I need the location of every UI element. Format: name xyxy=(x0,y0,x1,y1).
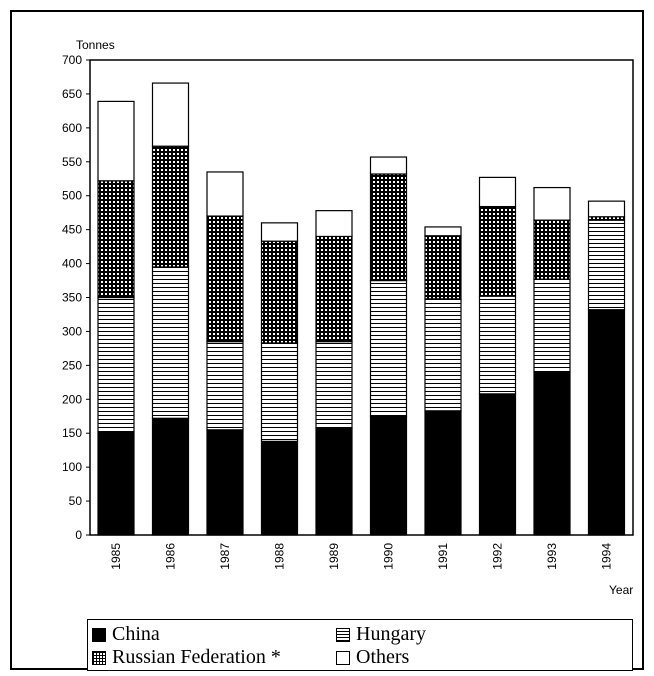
bar-segment-hungary-1989 xyxy=(315,341,353,429)
bar-segment-russian-federation-1990 xyxy=(369,173,408,282)
bar-segment-others-1985 xyxy=(97,100,135,182)
y-axis-unit-label: Tonnes xyxy=(76,38,115,52)
legend-item-russian-federation: Russian Federation * xyxy=(92,646,281,669)
x-tick-label: 1992 xyxy=(491,543,505,570)
bar-segment-hungary-1988 xyxy=(260,342,299,442)
plot-area: 0 50 100 150 200 250 300 350 400 450 500 550 600 650 7… xyxy=(62,53,634,570)
bar-segment-hungary-1987 xyxy=(206,341,244,431)
bar-segment-others-1992 xyxy=(478,176,517,208)
x-tick-label: 1990 xyxy=(382,543,396,570)
x-tick-label: 1993 xyxy=(545,543,559,570)
lined-square-icon xyxy=(336,627,350,642)
y-tick-label: 50 xyxy=(69,494,83,508)
bar-segment-others-1993 xyxy=(533,186,571,221)
legend-item-others: Others xyxy=(336,646,409,669)
bar-segment-hungary-1994 xyxy=(587,219,626,311)
bar-segment-china-1987 xyxy=(206,429,244,536)
bar-segment-russian-federation-1993 xyxy=(533,219,571,280)
bar-segment-russian-federation-1986 xyxy=(151,145,190,268)
bar-segment-russian-federation-1989 xyxy=(315,235,353,343)
bar-segment-others-1988 xyxy=(260,222,299,242)
x-axis-label: Year xyxy=(609,583,633,597)
y-tick-label: 350 xyxy=(62,291,82,305)
bar-segment-russian-federation-1987 xyxy=(206,215,244,343)
legend: China Hungary Russian Federation * Other… xyxy=(87,619,633,671)
bar-segment-hungary-1993 xyxy=(533,278,571,373)
bar-segment-others-1991 xyxy=(424,226,462,237)
y-tick-label: 250 xyxy=(62,358,82,372)
bar-segment-others-1989 xyxy=(315,210,353,238)
legend-label: Hungary xyxy=(356,623,426,645)
y-tick-label: 600 xyxy=(62,121,82,135)
x-tick-label: 1991 xyxy=(436,543,450,570)
x-tick-label: 1986 xyxy=(164,543,178,570)
y-tick-label: 500 xyxy=(62,189,82,203)
solid-square-icon xyxy=(92,627,106,642)
bar-segment-china-1993 xyxy=(533,371,571,536)
empty-square-icon xyxy=(336,650,350,665)
bar-segment-others-1987 xyxy=(206,171,244,217)
bar-segment-china-1986 xyxy=(151,417,190,536)
bar-segment-hungary-1991 xyxy=(424,298,462,412)
x-tick-label: 1985 xyxy=(109,543,123,570)
y-tick-label: 300 xyxy=(62,324,82,338)
y-tick-label: 650 xyxy=(62,87,82,101)
y-tick-label: 550 xyxy=(62,155,82,169)
legend-label: China xyxy=(112,623,160,645)
bar-segment-china-1985 xyxy=(97,431,135,536)
y-tick-label: 100 xyxy=(62,460,82,474)
bar-segment-hungary-1985 xyxy=(97,296,135,433)
bar-segment-russian-federation-1991 xyxy=(424,235,462,300)
y-tick-label: 700 xyxy=(62,53,82,67)
bar-segment-china-1992 xyxy=(478,393,517,536)
bar-segment-china-1994 xyxy=(587,309,626,536)
y-tick-label: 200 xyxy=(62,392,82,406)
legend-label: Others xyxy=(356,646,410,668)
x-tick-label: 1989 xyxy=(327,543,341,570)
grid-square-icon xyxy=(92,650,106,665)
bar-segment-others-1990 xyxy=(369,156,408,175)
bar-segment-hungary-1990 xyxy=(369,279,408,417)
bar-segment-others-1986 xyxy=(151,82,190,147)
bar-segment-russian-federation-1988 xyxy=(260,240,299,344)
x-tick-label: 1988 xyxy=(273,543,287,570)
bar-segment-russian-federation-1992 xyxy=(478,205,517,297)
y-tick-label: 400 xyxy=(62,257,82,271)
bar-segment-russian-federation-1985 xyxy=(97,180,135,299)
bar-segment-china-1991 xyxy=(424,410,462,536)
x-tick-label: 1994 xyxy=(600,543,614,570)
bar-segment-china-1990 xyxy=(369,415,408,536)
y-tick-label: 150 xyxy=(62,426,82,440)
x-tick-label: 1987 xyxy=(218,543,232,570)
legend-label: Russian Federation * xyxy=(112,646,281,668)
legend-item-china: China xyxy=(92,623,160,646)
bar-segment-others-1994 xyxy=(587,200,626,218)
bar-segment-hungary-1992 xyxy=(478,295,517,395)
y-tick-label: 450 xyxy=(62,223,82,237)
legend-item-hungary: Hungary xyxy=(336,623,426,646)
bar-segment-china-1989 xyxy=(315,427,353,536)
bar-segment-china-1988 xyxy=(260,440,299,536)
bar-segment-hungary-1986 xyxy=(151,266,190,419)
y-tick-label: 0 xyxy=(75,528,82,542)
